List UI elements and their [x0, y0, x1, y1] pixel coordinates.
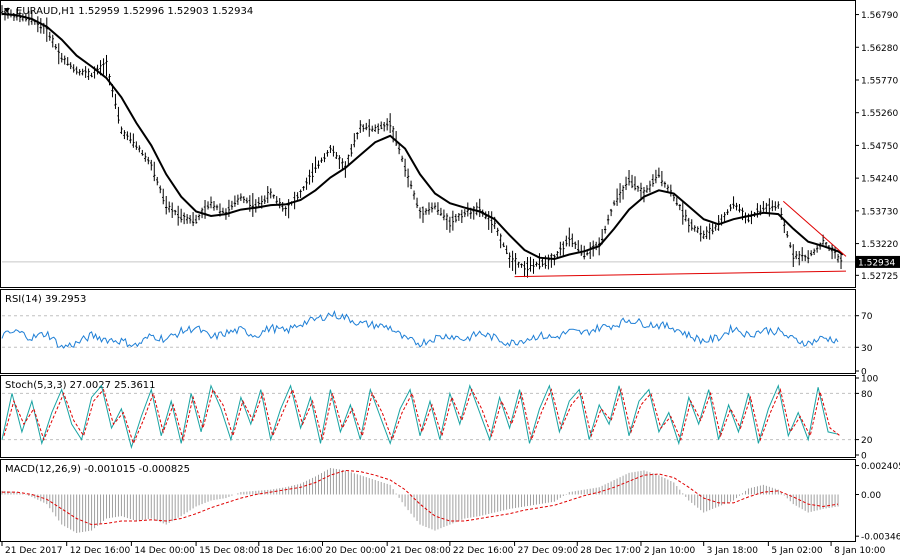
- x-tick-label: 28 Dec 17:00: [580, 546, 641, 556]
- y-tick-label: 100: [861, 375, 878, 385]
- y-tick-label: 0.00: [861, 491, 881, 501]
- dropdown-arrow-icon[interactable]: [4, 8, 10, 13]
- rsi-title: RSI(14) 39.2953: [5, 294, 86, 305]
- x-tick-label: 5 Jan 02:00: [771, 546, 823, 556]
- macd-signal-line: [2, 469, 839, 526]
- macd-title: MACD(12,26,9) -0.001015 -0.000825: [5, 464, 190, 475]
- y-tick-label: 1.53220: [861, 240, 898, 250]
- price-panel: [0, 0, 856, 288]
- grid-layer: [2, 261, 855, 441]
- y-tick-label: 1.52725: [861, 272, 898, 282]
- moving-average-line: [1, 12, 844, 261]
- price-title: EURAUD,H1 1.52959 1.52996 1.52903 1.5293…: [16, 6, 253, 17]
- series-layer: [0, 5, 847, 533]
- stoch-signal-line: [3, 387, 841, 445]
- x-tick-label: 18 Dec 16:00: [262, 546, 323, 556]
- y-tick-label: 1.54750: [861, 142, 898, 152]
- y-tick-label: 1.53730: [861, 207, 898, 217]
- y-tick-label: 1.55260: [861, 109, 898, 119]
- y-tick-label: 70: [861, 312, 873, 322]
- y-tick-label: 1.56280: [861, 44, 898, 54]
- x-tick-label: 12 Dec 16:00: [70, 546, 131, 556]
- x-tick-label: 3 Jan 18:00: [707, 546, 759, 556]
- axis-layer: 1.56790 1.56280 1.55770 1.55260 1.54750 1.542…: [1, 11, 900, 556]
- y-tick-label: 0: [861, 368, 867, 378]
- x-tick-label: 20 Dec 00:00: [325, 546, 386, 556]
- y-tick-label: 1.54240: [861, 175, 898, 185]
- trendline[interactable]: [514, 270, 847, 278]
- rsi-panel: [0, 289, 856, 374]
- trendline[interactable]: [782, 200, 847, 257]
- current-price-box: [856, 255, 900, 268]
- current-price-label: 1.52934: [858, 258, 895, 268]
- y-tick-label: 1.55770: [861, 76, 898, 86]
- y-tick-label: 20: [861, 436, 873, 446]
- y-tick-label: -0.003466: [861, 533, 900, 543]
- stoch-title: Stoch(5,3,3) 27.0027 25.3611: [5, 380, 156, 391]
- x-tick-label: 22 Dec 16:00: [453, 546, 514, 556]
- x-tick-label: 14 Dec 00:00: [134, 546, 195, 556]
- y-tick-label: 80: [861, 390, 873, 400]
- y-tick-label: 0.002405: [861, 462, 900, 472]
- y-tick-label: 1.56790: [861, 11, 898, 21]
- stoch-main-line: [1, 384, 839, 450]
- x-tick-label: 21 Dec 2017: [5, 546, 63, 556]
- y-tick-label: 30: [861, 344, 873, 354]
- x-tick-label: 2 Jan 10:00: [644, 546, 696, 556]
- x-tick-label: 8 Jan 10:00: [834, 546, 886, 556]
- stoch-panel: [0, 375, 856, 458]
- y-tick-label: 0: [861, 452, 867, 462]
- x-tick-label: 15 Dec 08:00: [199, 546, 260, 556]
- x-tick-label: 21 Dec 08:00: [390, 546, 451, 556]
- rsi-line: [1, 310, 839, 349]
- x-tick-label: 27 Dec 09:00: [518, 546, 579, 556]
